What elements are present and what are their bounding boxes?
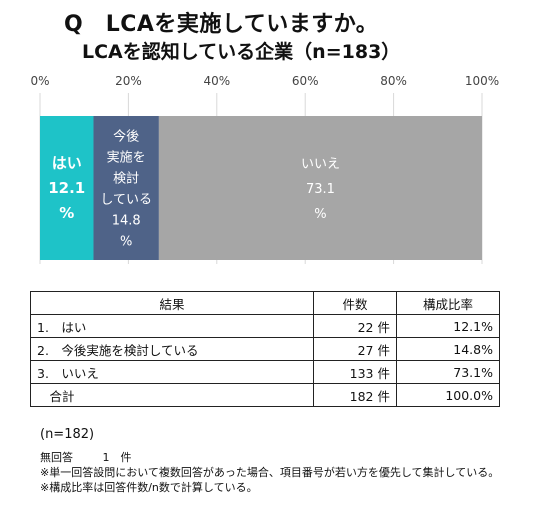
header-ratio: 構成比率 xyxy=(396,291,500,315)
segment-1-label: % xyxy=(59,204,74,222)
table-row: 1. はい 22 件 12.1% xyxy=(30,314,500,338)
segment-2-label: 14.8 xyxy=(112,214,141,229)
row-count: 27 件 xyxy=(313,337,397,361)
no-answer-line: 無回答 1 件 xyxy=(40,450,499,465)
segment-2-label: % xyxy=(120,235,132,250)
row-ratio: 73.1% xyxy=(396,360,500,384)
bar-segment-3 xyxy=(158,116,482,260)
footnote-2: ※構成比率は回答件数/n数で計算している。 xyxy=(40,481,258,494)
row-ratio: 14.8% xyxy=(396,337,500,361)
page-subtitle: LCAを認知している企業（n=183） xyxy=(82,41,401,63)
x-tick-label: 60% xyxy=(292,74,319,88)
row-count: 22 件 xyxy=(313,314,397,338)
segment-2-label: している xyxy=(100,193,152,208)
row-label: 2. 今後実施を検討している xyxy=(30,337,314,361)
page-title: Q LCAを実施していますか。 xyxy=(64,12,379,37)
row-ratio: 12.1% xyxy=(396,314,500,338)
segment-3-label: % xyxy=(314,207,326,222)
row-label: 1. はい xyxy=(30,314,314,338)
sample-size-note: (n=182) xyxy=(40,427,95,442)
header-count: 件数 xyxy=(313,291,397,315)
x-tick-label: 40% xyxy=(203,74,230,88)
no-answer-count: 1 件 xyxy=(102,451,132,464)
row-count: 133 件 xyxy=(313,360,397,384)
segment-2-label: 実施を xyxy=(107,150,146,166)
chart-ticks: 0% 20% 40% 60% 80% 100% xyxy=(30,74,499,88)
chart-bars xyxy=(40,116,482,260)
row-label: 合計 xyxy=(30,383,314,407)
table-header-row: 結果 件数 構成比率 xyxy=(30,291,500,315)
bar-segment-1 xyxy=(40,116,94,260)
x-tick-label: 100% xyxy=(465,74,499,88)
no-answer-label: 無回答 xyxy=(40,451,73,464)
x-tick-label: 0% xyxy=(30,74,49,88)
segment-1-label: はい xyxy=(52,154,82,172)
row-label: 3. いいえ xyxy=(30,360,314,384)
chart-labels: はい 12.1% 今後実施を検討している 14.8% いいえ 73.1% xyxy=(48,129,340,250)
segment-3-label: 73.1 xyxy=(306,182,335,197)
footnotes: 無回答 1 件 ※単一回答設問において複数回答があった場合、項目番号が若い方を優… xyxy=(40,450,499,495)
table-total-row: 合計 182 件 100.0% xyxy=(30,383,500,407)
x-tick-label: 20% xyxy=(115,74,142,88)
row-ratio: 100.0% xyxy=(396,383,500,407)
header-result: 結果 xyxy=(30,291,314,315)
segment-1-label: 12.1 xyxy=(48,179,85,197)
result-table: 結果 件数 構成比率 1. はい 22 件 12.1% 2. 今後実施を検討して… xyxy=(30,291,500,407)
segment-3-label: いいえ xyxy=(301,157,340,172)
footnote-1: ※単一回答設問において複数回答があった場合、項目番号が若い方を優先して集計してい… xyxy=(40,466,500,479)
table-row: 2. 今後実施を検討している 27 件 14.8% xyxy=(30,337,500,361)
x-tick-label: 80% xyxy=(380,74,407,88)
stacked-bar-chart: 0% 20% 40% 60% 80% 100% はい 12.1% 今後実施を検討している 14.… xyxy=(30,74,499,264)
segment-2-label: 今後 xyxy=(113,129,139,145)
row-count: 182 件 xyxy=(313,383,397,407)
segment-2-label: 検討 xyxy=(113,171,139,187)
bar-segment-2 xyxy=(93,116,159,260)
table-row: 3. いいえ 133 件 73.1% xyxy=(30,360,500,384)
